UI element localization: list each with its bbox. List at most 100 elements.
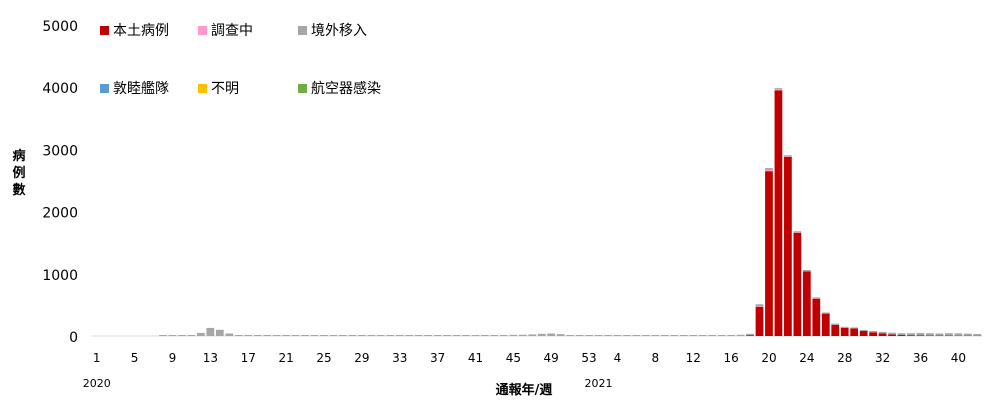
- bar-segment: [225, 333, 234, 336]
- x-tick-label: 29: [354, 351, 369, 365]
- bar-segment: [954, 333, 963, 336]
- bar-segment: [812, 298, 821, 336]
- bar-segment: [471, 335, 480, 336]
- x-tick-label: 8: [652, 351, 660, 365]
- x-tick-label: 13: [203, 351, 218, 365]
- bar-segment: [765, 168, 773, 170]
- x-tick-label: 4: [614, 351, 622, 365]
- x-tick-label: 25: [316, 351, 331, 365]
- bar-segment: [301, 335, 309, 336]
- x-tick-label: 28: [837, 351, 852, 365]
- bar-segment: [878, 331, 887, 334]
- bar-segment: [339, 335, 347, 336]
- bar-segment: [916, 333, 925, 336]
- legend-label: 航空器感染: [311, 80, 381, 97]
- bar-segment: [509, 334, 518, 336]
- bar-segment: [708, 335, 717, 336]
- y-axis: 0 1000 2000 3000 4000 5000: [42, 19, 78, 346]
- bar-segment: [159, 335, 167, 336]
- x-tick-label: 36: [913, 351, 928, 365]
- bar-segment: [424, 335, 432, 336]
- x-tick-label: 45: [506, 351, 521, 365]
- legend-label: 不明: [211, 81, 239, 97]
- x-axis-label: 通報年/週: [496, 382, 553, 398]
- bar-segment: [821, 313, 830, 336]
- x-tick-label: 9: [169, 351, 177, 365]
- x-tick-label: 21: [278, 351, 293, 365]
- y-tick-label: 5000: [42, 19, 78, 35]
- y-tick-label: 0: [69, 330, 78, 346]
- bar-segment: [784, 155, 792, 157]
- bar-segment: [736, 334, 745, 336]
- legend-swatch: [198, 26, 207, 35]
- bar-segment: [660, 335, 669, 336]
- bar-segment: [518, 334, 527, 336]
- bar-segment: [604, 335, 612, 336]
- bar-segment: [784, 156, 792, 336]
- bar-segment: [746, 333, 754, 336]
- bar-segment: [320, 335, 328, 336]
- bar-segment: [812, 297, 821, 299]
- bar-segment: [443, 335, 451, 336]
- x-tick-label: 37: [430, 351, 445, 365]
- x-tick-label: 12: [686, 351, 701, 365]
- bar-segment: [973, 334, 982, 336]
- bar-segment: [348, 335, 357, 336]
- bar-segment: [585, 335, 593, 336]
- bar-segment: [244, 335, 253, 336]
- bar-segment: [689, 335, 698, 336]
- y-tick-label: 4000: [42, 81, 78, 97]
- legend-swatch: [100, 84, 109, 93]
- bar-segment: [253, 335, 262, 336]
- bar-segment: [234, 335, 243, 336]
- bar-segment: [840, 326, 849, 328]
- bar-segment: [859, 331, 868, 336]
- bars: [159, 88, 982, 336]
- x-tick-label: 5: [131, 351, 139, 365]
- bar-segment: [755, 305, 764, 307]
- bar-segment: [897, 333, 906, 336]
- bar-segment: [793, 232, 802, 336]
- bar-segment: [907, 333, 915, 336]
- bar-segment: [376, 335, 385, 336]
- bar-segment: [850, 327, 859, 329]
- bar-segment: [963, 333, 972, 336]
- bar-segment: [452, 335, 461, 336]
- legend-swatch: [298, 26, 307, 35]
- bar-segment: [831, 324, 840, 336]
- legend-label: 境外移入: [311, 23, 367, 39]
- bar-segment: [613, 335, 622, 336]
- bar-segment: [802, 270, 811, 271]
- bar-segment: [821, 312, 830, 314]
- bar-segment: [433, 335, 442, 336]
- bar-segment: [926, 333, 934, 336]
- bar-segment: [642, 335, 650, 336]
- bar-segment: [840, 327, 849, 336]
- bar-segment: [206, 327, 215, 336]
- bar-segment: [878, 333, 887, 336]
- bar-segment: [774, 90, 783, 336]
- bar-segment: [831, 323, 840, 325]
- bar-segment: [670, 335, 679, 336]
- bar-segment: [774, 89, 783, 91]
- legend-swatch: [298, 84, 307, 93]
- bar-segment: [272, 335, 281, 336]
- bar-segment: [727, 335, 735, 336]
- x-tick-label: 40: [951, 351, 966, 365]
- bar-segment: [935, 333, 944, 336]
- bar-segment: [869, 332, 877, 336]
- bar-segment: [888, 334, 896, 336]
- bar-segment: [197, 332, 205, 336]
- bar-segment: [395, 335, 404, 336]
- x-tick-label: 53: [581, 351, 596, 365]
- x-tick-label: 16: [723, 351, 738, 365]
- bar-segment: [405, 335, 414, 336]
- bar-segment: [490, 335, 499, 336]
- bar-segment: [537, 333, 546, 336]
- bar-segment: [178, 335, 186, 336]
- bar-segment: [528, 334, 537, 336]
- bar-segment: [575, 335, 584, 336]
- bar-segment: [168, 335, 177, 336]
